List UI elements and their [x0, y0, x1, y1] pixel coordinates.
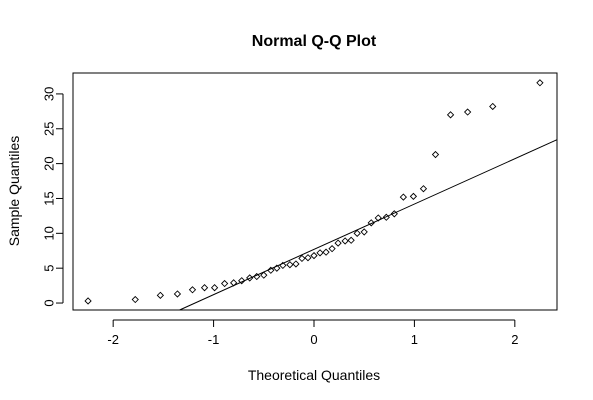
qq-point [310, 251, 318, 260]
y-axis: 0 5 10 15 20 25 30 [42, 87, 64, 307]
qq-point [347, 236, 355, 244]
x-tick-label: 0 [310, 332, 317, 347]
qq-point [382, 213, 390, 221]
qq-point [279, 261, 287, 270]
qq-point [156, 291, 164, 299]
x-axis: -2 -1 0 1 2 [107, 319, 518, 347]
qq-point [334, 239, 342, 247]
qq-point [238, 277, 246, 285]
qq-point [316, 249, 324, 257]
x-tick-label: -2 [107, 332, 119, 347]
y-axis-label: Sample Quantiles [6, 136, 22, 247]
qq-point [131, 295, 139, 304]
x-tick-label: 2 [511, 332, 518, 347]
chart-title: Normal Q-Q Plot [252, 33, 377, 50]
qq-point [536, 79, 544, 87]
qq-point [399, 193, 408, 201]
qq-point [220, 279, 229, 288]
qq-point [253, 272, 261, 281]
y-tick-label: 25 [42, 122, 57, 136]
qq-point [286, 261, 294, 269]
qq-point [173, 290, 182, 298]
qq-point [446, 111, 455, 119]
qq-point [374, 214, 382, 222]
qq-point [328, 245, 336, 253]
qq-point [360, 228, 368, 236]
qq-point [84, 297, 92, 305]
qq-point [273, 264, 281, 272]
qq-point [188, 286, 197, 294]
qq-point [304, 254, 312, 262]
qq-point [246, 274, 254, 282]
qq-point [292, 260, 300, 268]
qq-point [230, 279, 238, 287]
x-tick-label: -1 [208, 332, 220, 347]
qq-point [409, 192, 418, 201]
plot-frame [72, 72, 558, 311]
y-tick-label: 30 [42, 87, 57, 101]
y-tick-label: 0 [42, 299, 57, 306]
y-tick-label: 10 [42, 226, 57, 240]
qq-point [322, 248, 330, 256]
reference-line-group [179, 139, 558, 311]
qq-point [210, 284, 219, 292]
x-tick-label: 1 [411, 332, 418, 347]
x-axis-label: Theoretical Quantiles [248, 367, 380, 383]
qq-point [267, 266, 275, 274]
reference-line [179, 139, 558, 311]
qq-point [298, 254, 306, 263]
qq-point [419, 185, 428, 193]
qq-point [367, 219, 375, 227]
qq-point [390, 210, 398, 218]
qq-point [200, 284, 209, 292]
qq-point [353, 229, 361, 237]
y-tick-label: 15 [42, 191, 57, 205]
qq-point [260, 271, 268, 279]
qq-points [84, 79, 544, 305]
qq-point [431, 150, 440, 159]
qq-point [463, 108, 472, 116]
qq-point [341, 237, 349, 245]
qq-point [489, 102, 497, 111]
y-tick-label: 5 [42, 265, 57, 272]
y-tick-label: 20 [42, 156, 57, 170]
